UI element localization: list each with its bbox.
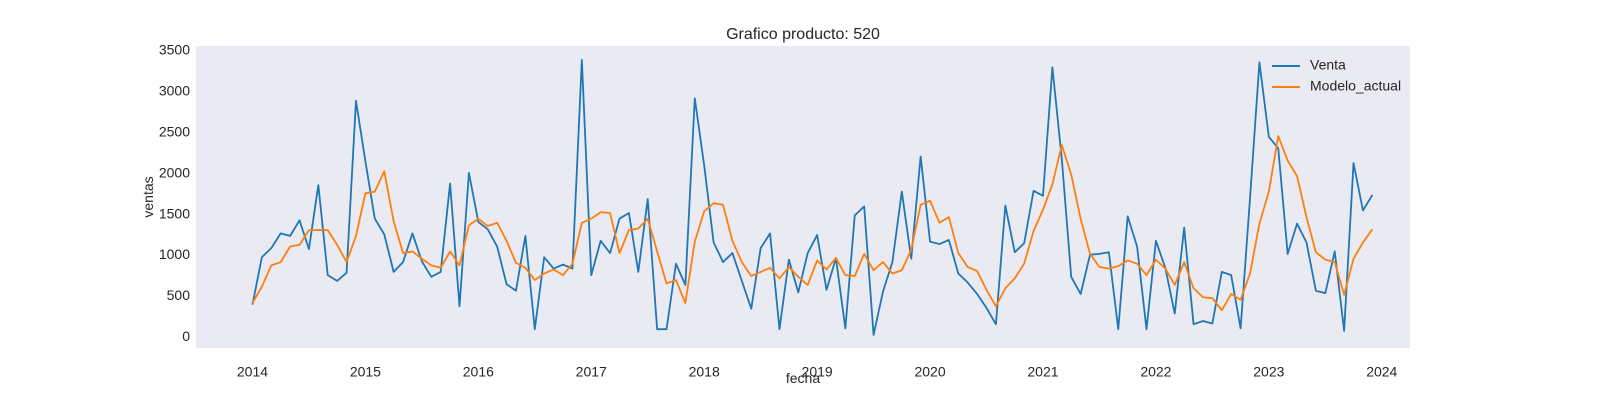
x-axis-ticks: 2014 2015 2016 2017 2018 2019 2020 2021 2022 2023… <box>237 363 1398 379</box>
x-tick-label: 2016 <box>463 363 494 379</box>
y-tick-label: 1000 <box>159 246 190 262</box>
y-tick-label: 3000 <box>159 83 190 99</box>
x-tick-label: 2019 <box>802 363 833 379</box>
x-tick-label: 2021 <box>1027 363 1058 379</box>
series-line-modelo-actual <box>251 135 1374 312</box>
y-tick-label: 0 <box>182 328 190 344</box>
legend-label-venta: Venta <box>1310 57 1346 73</box>
y-tick-label: 3500 <box>159 42 190 58</box>
x-tick-label: 2014 <box>237 363 268 379</box>
chart-title: Grafico producto: 520 <box>726 26 880 43</box>
x-tick-label: 2024 <box>1366 363 1397 379</box>
plot-area <box>196 46 1410 348</box>
series-layer <box>251 59 1374 336</box>
x-tick-label: 2020 <box>914 363 945 379</box>
x-tick-label: 2015 <box>350 363 381 379</box>
legend-label-modelo-actual: Modelo_actual <box>1310 78 1401 94</box>
y-axis-label: ventas <box>140 176 156 217</box>
x-axis-label: fecha <box>786 370 820 386</box>
x-tick-label: 2018 <box>689 363 720 379</box>
y-axis-ticks: 0 500 1000 1500 2000 2500 3000 3500 <box>159 42 190 344</box>
legend: Venta Modelo_actual <box>1272 57 1401 94</box>
x-tick-label: 2023 <box>1253 363 1284 379</box>
y-tick-label: 2000 <box>159 164 190 180</box>
x-tick-label: 2022 <box>1140 363 1171 379</box>
y-tick-label: 500 <box>167 287 191 303</box>
x-tick-label: 2017 <box>576 363 607 379</box>
y-tick-label: 2500 <box>159 123 190 139</box>
y-tick-label: 1500 <box>159 205 190 221</box>
series-line-venta <box>251 59 1374 336</box>
